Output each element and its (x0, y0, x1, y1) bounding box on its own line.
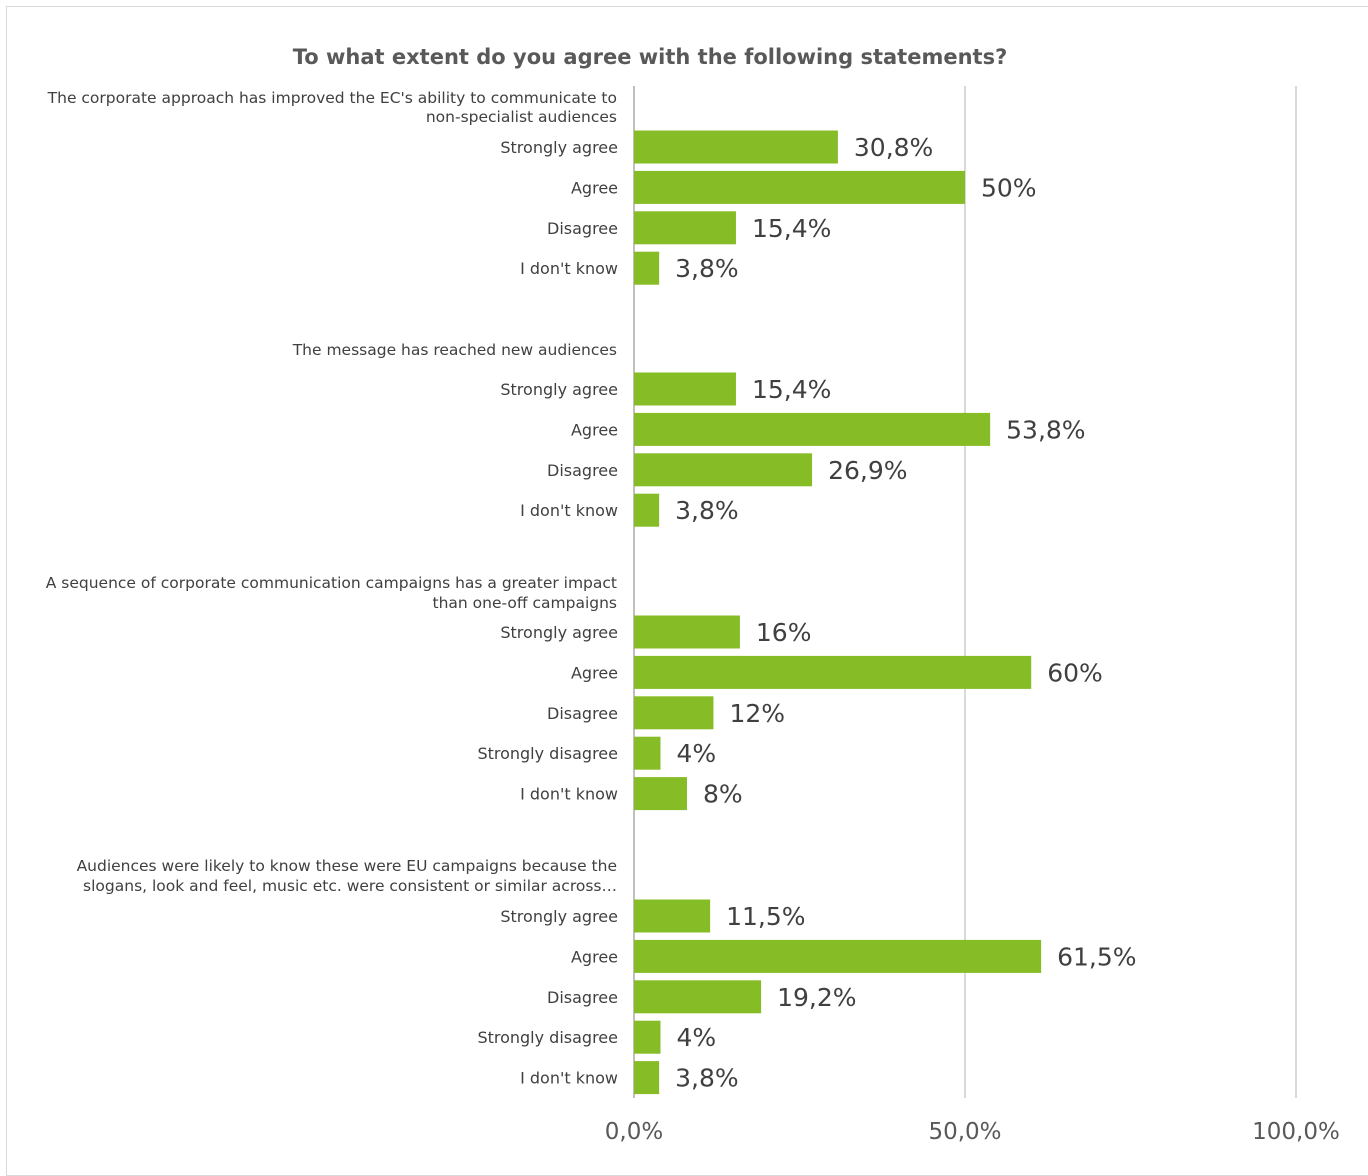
data-label: 15,4% (752, 375, 831, 404)
data-label: 3,8% (675, 254, 739, 283)
category-label: Agree (571, 947, 618, 966)
bar (634, 493, 660, 527)
category-label: Disagree (547, 219, 618, 238)
bar (634, 211, 736, 245)
category-label: Strongly disagree (477, 1028, 618, 1047)
x-tick-label: 50,0% (928, 1119, 1001, 1145)
data-label: 26,9% (828, 456, 907, 485)
category-label: Disagree (547, 704, 618, 723)
category-label: I don't know (520, 501, 618, 520)
category-label: Strongly disagree (477, 744, 618, 763)
bar (634, 655, 1032, 689)
data-label: 30,8% (854, 133, 933, 162)
data-label: 12% (729, 699, 785, 728)
data-label: 60% (1047, 658, 1103, 687)
bar (634, 372, 736, 406)
data-label: 19,2% (777, 983, 856, 1012)
data-label: 11,5% (726, 902, 805, 931)
category-label: Strongly agree (500, 907, 618, 926)
x-tick-label: 0,0% (605, 1119, 663, 1145)
statement-label: non-specialist audiences (426, 108, 617, 126)
statement-label: The message has reached new audiences (292, 341, 617, 359)
category-label: I don't know (520, 1069, 618, 1088)
statement-label: A sequence of corporate communication ca… (46, 574, 617, 592)
bar (634, 939, 1042, 973)
bar (634, 736, 661, 770)
category-label: Strongly agree (500, 623, 618, 642)
x-tick-label: 100,0% (1252, 1119, 1340, 1145)
data-label: 15,4% (752, 214, 831, 243)
data-label: 3,8% (675, 496, 739, 525)
bar (634, 412, 991, 446)
bars-layer (634, 130, 1042, 1095)
data-label: 8% (703, 780, 743, 809)
category-label: Strongly agree (500, 138, 618, 157)
data-label: 3,8% (675, 1064, 739, 1093)
data-label: 4% (676, 739, 716, 768)
data-label: 16% (756, 618, 812, 647)
category-label: I don't know (520, 259, 618, 278)
bar (634, 251, 660, 285)
labels-layer: The corporate approach has improved the … (46, 89, 1137, 1093)
category-label: Strongly agree (500, 380, 618, 399)
bar (634, 1061, 660, 1095)
bar (634, 899, 711, 933)
data-label: 53,8% (1006, 415, 1085, 444)
data-label: 4% (676, 1023, 716, 1052)
statement-label: than one-off campaigns (433, 594, 617, 612)
bar (634, 615, 740, 649)
bar (634, 696, 714, 730)
category-label: Disagree (547, 988, 618, 1007)
statement-label: Audiences were likely to know these were… (77, 857, 617, 875)
bar (634, 777, 687, 811)
bar (634, 170, 965, 204)
chart-title: To what extent do you agree with the fol… (293, 45, 1008, 69)
bar (634, 130, 838, 164)
bar (634, 453, 813, 487)
category-label: Agree (571, 178, 618, 197)
data-label: 50% (981, 173, 1037, 202)
category-label: I don't know (520, 785, 618, 804)
statement-label: slogans, look and feel, music etc. were … (83, 877, 617, 895)
statement-label: The corporate approach has improved the … (47, 89, 617, 107)
bar (634, 980, 762, 1014)
category-label: Agree (571, 420, 618, 439)
category-label: Disagree (547, 461, 618, 480)
x-axis-ticks: 0,0% 50,0% 100,0% (605, 1119, 1340, 1145)
bar (634, 1020, 661, 1054)
category-label: Agree (571, 663, 618, 682)
data-label: 61,5% (1057, 942, 1136, 971)
